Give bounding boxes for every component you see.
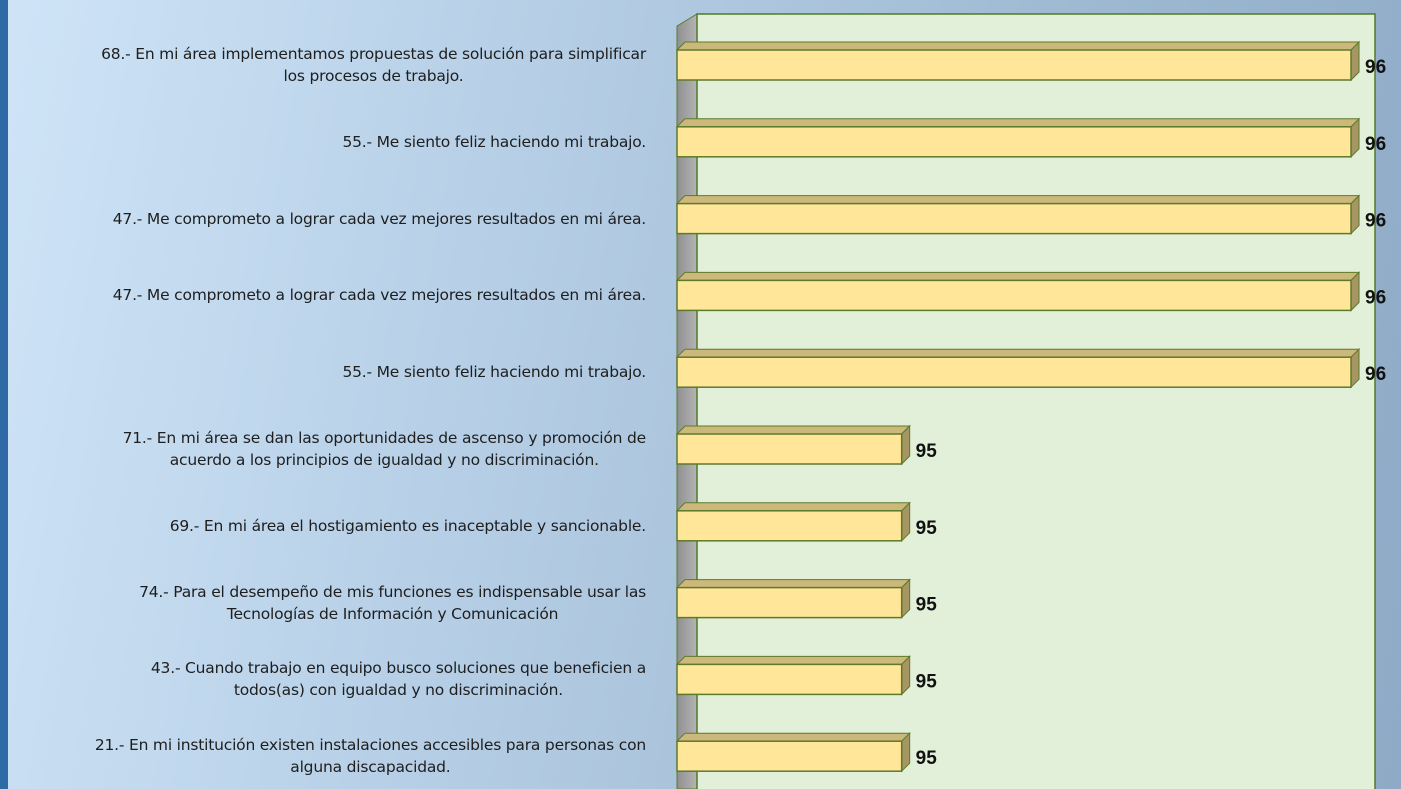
bar [675, 117, 1361, 159]
bar [675, 731, 911, 773]
bar-front [676, 663, 903, 696]
category-label: 21.- En mi institución existen instalaci… [94, 736, 646, 777]
bar-front [676, 202, 1352, 235]
bar-front [676, 586, 903, 619]
category-label: 71.- En mi área se dan las oportunidades… [122, 429, 647, 469]
category-label: 47.- Me comprometo a lograr cada vez mej… [112, 209, 646, 228]
bar [675, 424, 911, 466]
bar [675, 271, 1361, 312]
category-label: 55.- Me siento feliz haciendo mi trabajo… [342, 132, 646, 151]
category-label: 47.- Me comprometo a lograr cada vez mej… [112, 286, 646, 305]
value-label: 95 [916, 671, 938, 692]
value-label: 96 [1365, 57, 1386, 78]
category-label: 69.- En mi área el hostigamiento es inac… [169, 516, 646, 535]
bar-front [676, 740, 903, 772]
bar [675, 347, 1361, 389]
bar [675, 578, 911, 619]
bar [675, 501, 911, 543]
bar-front [676, 279, 1352, 312]
category-label: 43.- Cuando trabajo en equipo busco solu… [150, 659, 646, 700]
value-label: 95 [916, 748, 938, 769]
category-label: 55.- Me siento feliz haciendo mi trabajo… [342, 363, 646, 382]
category-label: 68.- En mi área implementamos propuestas… [101, 45, 646, 85]
value-label: 95 [916, 518, 938, 539]
bar [675, 655, 911, 696]
bar [675, 194, 1361, 235]
value-label: 96 [1365, 134, 1386, 155]
category-label: 74.- Para el desempeño de mis funciones … [139, 582, 646, 623]
value-label: 96 [1365, 364, 1386, 385]
window-edge [0, 0, 8, 789]
bar-front [676, 356, 1352, 388]
bar [675, 40, 1361, 82]
value-label: 95 [916, 441, 938, 462]
bar-front [676, 126, 1352, 158]
value-label: 95 [916, 595, 938, 616]
bar-front [676, 433, 903, 465]
bar-front [676, 510, 903, 542]
value-label: 96 [1365, 287, 1386, 308]
value-label: 96 [1365, 211, 1386, 232]
bar-front [676, 49, 1352, 81]
bars: 96 96 96 96 96 95 95 95 95 95 [675, 40, 1386, 773]
